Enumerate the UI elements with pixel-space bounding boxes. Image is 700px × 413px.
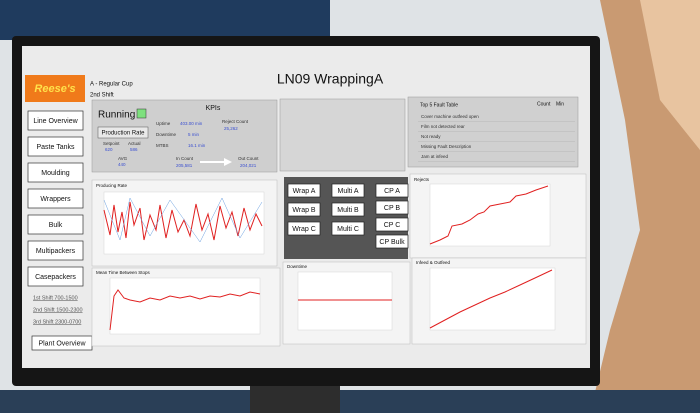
plot-area [430, 184, 550, 246]
rate-title: Production Rate [101, 131, 145, 137]
shift-link[interactable]: 3rd Shift 2300-0700 [33, 319, 81, 325]
out-label: Out Count [238, 156, 259, 161]
shift-link[interactable]: 2nd Shift 1500-2300 [33, 307, 83, 313]
fault-name: Film not detected rear [421, 124, 465, 129]
fault-title: Top 5 Fault Table [420, 102, 458, 108]
in-count: 205,581 [176, 163, 193, 168]
machine-label[interactable]: Wrap A [293, 188, 316, 195]
product: A - Regular Cup [90, 82, 133, 88]
in-label: In Count [176, 156, 194, 161]
uptime-label: Uptime [156, 121, 171, 126]
uptime: 403.00 min [180, 121, 203, 126]
reject-label: Reject Count [222, 119, 249, 124]
machine-label[interactable]: Wrap C [292, 226, 316, 233]
fault-name: Not ready [421, 134, 441, 139]
shift: 2nd Shift [90, 93, 114, 99]
mtbs: 16.1 min [188, 143, 206, 148]
nav-label[interactable]: Casepackers [35, 274, 76, 281]
machine-label[interactable]: CP A [384, 188, 400, 195]
machine-label[interactable]: Wrap B [292, 207, 316, 214]
chart-title: Rejects [414, 177, 430, 182]
avg-label: AVG [118, 156, 128, 161]
machine-label[interactable]: Multi B [337, 207, 359, 214]
machine-label[interactable]: Multi A [337, 188, 358, 195]
state: Running [98, 110, 135, 121]
machine-label[interactable]: CP B [384, 205, 401, 212]
min-header: Min [556, 101, 564, 107]
empty-panel [280, 99, 405, 171]
setpoint-label: Setpoint [103, 141, 120, 146]
nav-label[interactable]: Moulding [41, 170, 70, 177]
state-light [137, 109, 146, 118]
window [0, 0, 330, 40]
downtime: 5 min [188, 132, 200, 137]
shift-link[interactable]: 1st Shift 700-1500 [33, 295, 78, 301]
chart-title: Infeed & Outfeed [416, 260, 451, 265]
out-count: 204,021 [240, 163, 257, 168]
machine-label[interactable]: CP Bulk [379, 239, 405, 246]
fault-name: Jam at infeed [421, 154, 449, 159]
nav-label[interactable]: Bulk [49, 222, 63, 229]
mtbs-label: MTBS [156, 143, 169, 148]
setpoint: 620 [105, 147, 113, 152]
scene: Reese's A - Regular Cup 2nd Shift LN09 W… [0, 0, 700, 413]
machine-label[interactable]: Multi C [337, 226, 359, 233]
nav-label[interactable]: Paste Tanks [36, 144, 75, 151]
plot-area [110, 278, 260, 334]
fault-name: Cover machine outfeed open [421, 114, 479, 119]
page-title: LN09 WrappingA [277, 71, 384, 87]
plot-area [298, 272, 392, 330]
nav-label[interactable]: Multipackers [36, 248, 76, 255]
fault-name: Missing Fault Description [421, 144, 472, 149]
count-header: Count [537, 101, 551, 107]
desk [0, 390, 700, 413]
reject: 25,262 [224, 126, 238, 131]
logo-text: Reese's [34, 83, 75, 95]
nav-label[interactable]: Plant Overview [38, 340, 86, 347]
nav-label[interactable]: Wrappers [40, 196, 71, 203]
monitor-stand [250, 383, 340, 413]
machine-label[interactable]: CP C [384, 222, 401, 229]
kpi-title: KPIs [206, 105, 221, 112]
chart-title: Mean Time Between Stops [96, 270, 151, 275]
chart-title: Downtime [287, 264, 308, 269]
downtime-label: Downtime [156, 132, 177, 137]
actual: 586 [130, 147, 138, 152]
actual-label: Actual [128, 141, 141, 146]
avg: 440 [118, 162, 126, 167]
nav-label[interactable]: Line Overview [33, 118, 78, 125]
page: {"header": {"logo": "Reese's", "product"… [0, 0, 700, 413]
chart-title: Producing Rate [96, 183, 128, 188]
